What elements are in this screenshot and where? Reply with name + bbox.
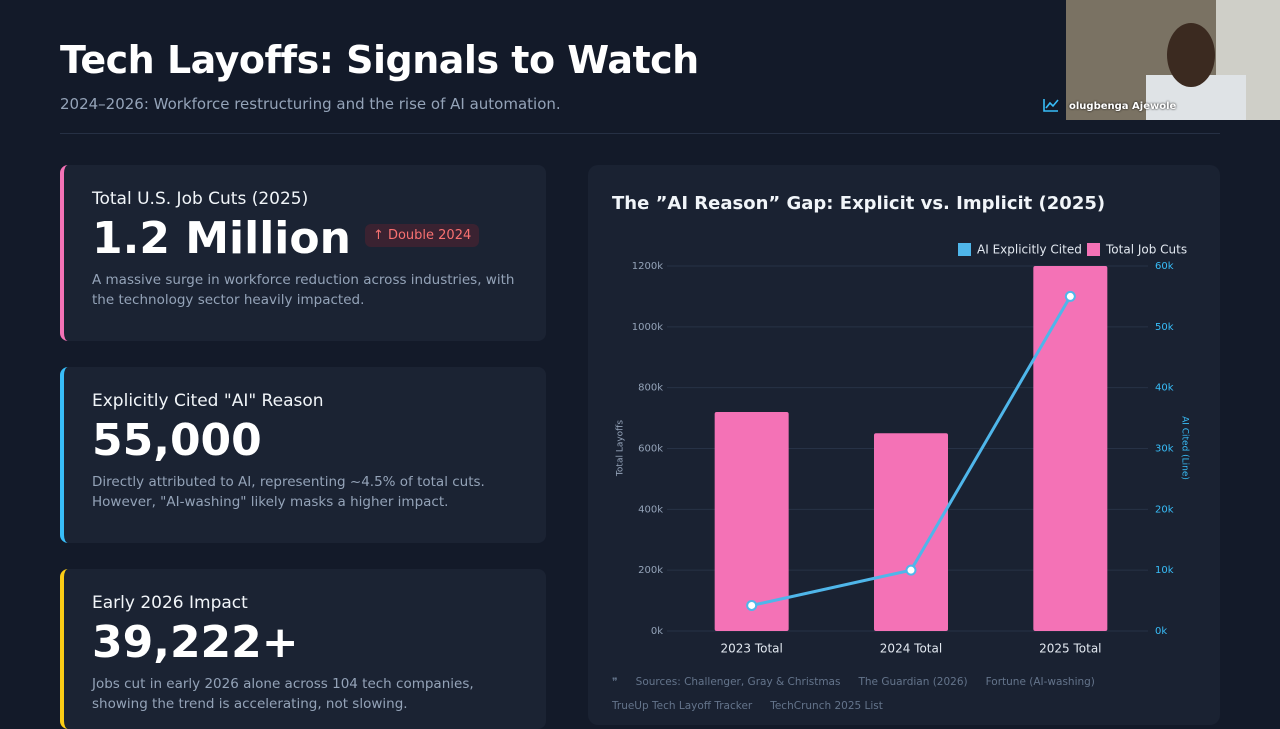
y2-tick-label: 10k: [1155, 565, 1174, 576]
y2-tick-label: 40k: [1155, 383, 1174, 394]
card-value: 1.2 Million: [92, 213, 351, 264]
y-tick-label: 800k: [638, 383, 663, 394]
card-label: Explicitly Cited "AI" Reason: [92, 391, 324, 411]
y2-axis-label: AI Cited (Line): [1180, 416, 1190, 480]
source: TechCrunch 2025 List: [770, 700, 883, 712]
chart-icon: [1043, 99, 1059, 112]
card-value: 55,000: [92, 415, 262, 466]
line-point: [1064, 290, 1076, 302]
stat-card: Early 2026 Impact 39,222+ Jobs cut in ea…: [60, 569, 546, 729]
card-description: Directly attributed to AI, representing …: [92, 474, 485, 510]
legend-label: AI Explicitly Cited: [977, 243, 1082, 257]
card-description: Jobs cut in early 2026 alone across 104 …: [92, 676, 474, 712]
source: The Guardian (2026): [858, 676, 968, 688]
presenter-name: olugbenga Ajewole: [1069, 101, 1177, 112]
subtitle: 2024–2026: Workforce restructuring and t…: [60, 95, 561, 113]
webcam-video: [1066, 0, 1280, 120]
source: TrueUp Tech Layoff Tracker: [612, 700, 753, 712]
legend-swatch: [1087, 243, 1100, 256]
y-tick-label: 600k: [638, 444, 663, 455]
line-point: [905, 564, 917, 576]
sources: ❞ Sources: Challenger, Gray & Christmas Th…: [612, 676, 1202, 712]
y2-tick-label: 30k: [1155, 444, 1174, 455]
stat-card: Total U.S. Job Cuts (2025) 1.2 Million ↑ …: [60, 165, 546, 341]
y-axis-label: Total Layoffs: [616, 420, 626, 477]
line-point: [746, 599, 758, 611]
y-tick-label: 200k: [638, 565, 663, 576]
title: Tech Layoffs: Signals to Watch: [60, 38, 699, 82]
y-tick-label: 1000k: [632, 322, 663, 333]
card-description: A massive surge in workforce reduction a…: [92, 272, 515, 308]
x-tick-label: 2025 Total: [1039, 642, 1101, 656]
badge: ↑ Double 2024: [364, 224, 480, 247]
source: Fortune (AI-washing): [985, 676, 1095, 688]
legend-label: Total Job Cuts: [1105, 243, 1187, 257]
x-tick-label: 2023 Total: [720, 642, 782, 656]
chart-title: The ”AI Reason” Gap: Explicit vs. Implic…: [612, 193, 1105, 214]
quote-icon: ❞: [612, 676, 618, 688]
badge-text: Double 2024: [387, 228, 472, 243]
bar: [714, 412, 789, 631]
y2-tick-label: 60k: [1155, 261, 1174, 272]
webcam-scene: [1066, 0, 1280, 120]
y2-tick-label: 50k: [1155, 322, 1174, 333]
y-tick-label: 0k: [651, 626, 663, 637]
source: Sources: Challenger, Gray & Christmas: [635, 676, 841, 688]
chart: The ”AI Reason” Gap: Explicit vs. Implic…: [612, 193, 1190, 656]
divider: [60, 133, 1220, 134]
face: [1167, 23, 1215, 87]
y2-tick-label: 0k: [1155, 626, 1167, 637]
y-tick-label: 1200k: [632, 261, 663, 272]
card-label: Total U.S. Job Cuts (2025): [92, 189, 309, 209]
card-label: Early 2026 Impact: [92, 593, 248, 613]
card-value: 39,222+: [92, 617, 299, 668]
y-tick-label: 400k: [638, 504, 663, 515]
bar: [874, 433, 948, 631]
x-tick-label: 2024 Total: [880, 642, 942, 656]
bar: [1033, 266, 1108, 631]
stat-card: Explicitly Cited "AI" Reason 55,000 Dire…: [60, 367, 546, 543]
legend-swatch: [958, 243, 971, 256]
y2-tick-label: 20k: [1155, 504, 1174, 515]
